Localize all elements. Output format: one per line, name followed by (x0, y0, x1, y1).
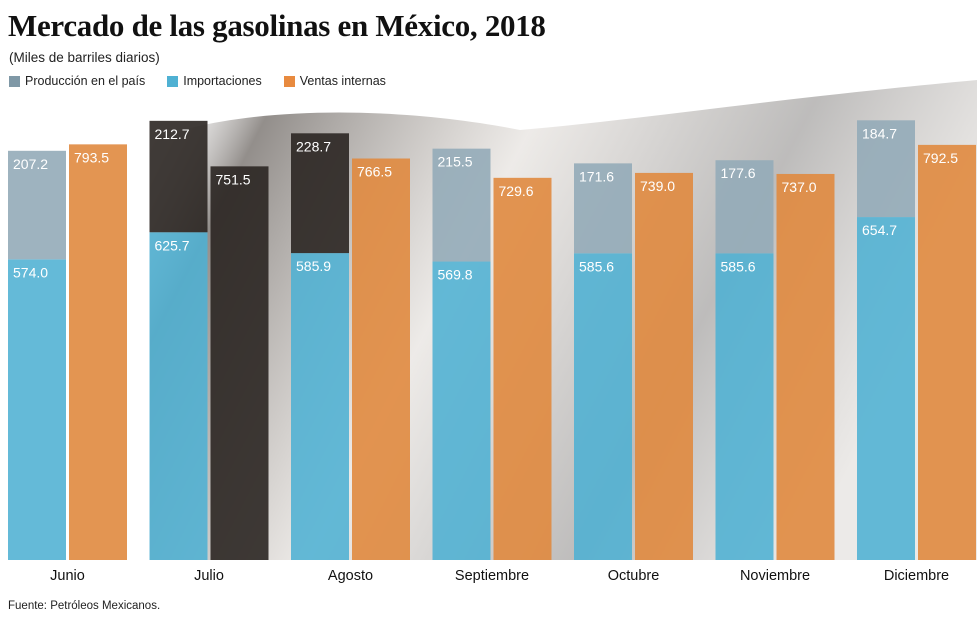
bar-production-5 (715, 160, 774, 254)
label-imports-1: 625.7 (155, 237, 190, 253)
bar-imports-6 (857, 217, 915, 561)
bar-production-0 (8, 150, 66, 260)
bars-layer (8, 120, 976, 561)
x-label-1: Julio (194, 568, 224, 584)
chart-subtitle: (Miles de barriles diarios) (9, 50, 160, 65)
label-sales-5: 737.0 (782, 179, 817, 195)
bar-sales-3 (493, 177, 552, 561)
legend-item-sales: Ventas internas (283, 74, 386, 88)
label-imports-6: 654.7 (862, 222, 897, 238)
bar-imports-2 (291, 253, 349, 560)
bar-sales-5 (776, 173, 835, 560)
legend: Producción en el país Importaciones Vent… (9, 74, 386, 88)
x-label-0: Junio (50, 568, 85, 584)
bar-production-3 (432, 148, 491, 262)
chart-title: Mercado de las gasolinas en México, 2018 (8, 8, 546, 43)
x-label-2: Agosto (328, 568, 373, 584)
label-sales-0: 793.5 (74, 149, 109, 165)
bar-imports-5 (715, 253, 774, 560)
label-production-4: 171.6 (579, 168, 614, 184)
bar-imports-1 (149, 232, 208, 560)
bar-imports-0 (8, 259, 66, 560)
label-production-5: 177.6 (721, 165, 756, 181)
label-imports-2: 585.9 (296, 258, 331, 274)
legend-label-sales: Ventas internas (299, 74, 386, 88)
legend-item-imports: Importaciones (167, 74, 262, 88)
bar-production-2 (291, 133, 349, 254)
legend-item-production: Producción en el país (9, 74, 145, 88)
label-sales-3: 729.6 (499, 183, 534, 199)
bar-production-6 (857, 120, 915, 218)
x-axis-labels: Junio Julio Agosto Septiembre Octubre Noviemb… (50, 568, 949, 584)
fuel-nozzle-photo (150, 80, 977, 560)
label-sales-4: 739.0 (640, 178, 675, 194)
label-sales-6: 792.5 (923, 150, 958, 166)
legend-label-imports: Importaciones (183, 74, 262, 88)
legend-label-production: Producción en el país (25, 74, 146, 88)
label-production-6: 184.7 (862, 125, 897, 141)
legend-swatch-imports (167, 75, 179, 87)
label-imports-5: 585.6 (721, 258, 756, 274)
source-note: Fuente: Petróleos Mexicanos. (8, 600, 161, 612)
label-imports-0: 574.0 (13, 264, 48, 280)
x-label-3: Septiembre (455, 568, 529, 584)
x-label-5: Noviembre (740, 568, 810, 584)
bar-production-1 (149, 120, 208, 233)
bar-imports-4 (574, 253, 632, 560)
label-production-1: 212.7 (155, 126, 190, 142)
legend-swatch-production (9, 75, 20, 87)
label-sales-2: 766.5 (357, 164, 392, 180)
x-label-6: Diciembre (884, 568, 949, 584)
bar-production-4 (574, 163, 632, 254)
label-imports-4: 585.6 (579, 258, 614, 274)
legend-swatch-sales (283, 75, 295, 87)
bar-imports-3 (432, 261, 491, 560)
value-labels-layer: 207.2 574.0 793.5 212.7 625.7 751.5 228.7 585.9… (13, 125, 958, 282)
label-imports-3: 569.8 (438, 267, 473, 283)
x-label-4: Octubre (608, 568, 660, 584)
bar-sales-2 (352, 158, 410, 560)
bar-sales-0 (69, 144, 127, 560)
bar-sales-1 (210, 166, 269, 560)
bar-sales-4 (635, 172, 693, 560)
bar-sales-6 (918, 144, 976, 560)
label-production-0: 207.2 (13, 156, 48, 172)
label-production-2: 228.7 (296, 138, 331, 154)
label-production-3: 215.5 (438, 154, 473, 170)
label-sales-1: 751.5 (216, 171, 251, 187)
